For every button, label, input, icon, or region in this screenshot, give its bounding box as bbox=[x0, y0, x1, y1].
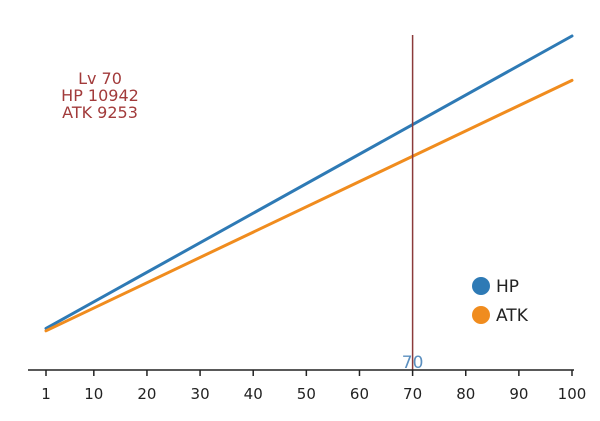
level-marker-label: 70 bbox=[402, 353, 424, 373]
x-tick-label: 50 bbox=[297, 385, 316, 403]
legend-label-atk: ATK bbox=[496, 306, 529, 326]
legend-label-hp: HP bbox=[496, 277, 519, 297]
annotation-line: ATK 9253 bbox=[62, 103, 138, 122]
series-line-atk bbox=[44, 78, 574, 333]
annotation-line: Lv 70 bbox=[78, 69, 122, 88]
annotation-line: HP 10942 bbox=[61, 86, 139, 105]
x-axis-ticks: 1 10 20 30 40 50 60 70 80 90 100 bbox=[41, 370, 586, 403]
legend: HP ATK bbox=[472, 277, 529, 326]
legend-swatch-hp bbox=[472, 277, 490, 295]
x-tick-label: 70 bbox=[403, 385, 422, 403]
x-tick-label: 100 bbox=[558, 385, 587, 403]
series-line-hp bbox=[44, 34, 574, 330]
x-tick-label: 30 bbox=[191, 385, 210, 403]
x-tick-label: 20 bbox=[137, 385, 156, 403]
x-tick-label: 90 bbox=[509, 385, 528, 403]
series-layer bbox=[44, 34, 574, 333]
x-tick-label: 1 bbox=[41, 385, 51, 403]
x-tick-label: 40 bbox=[244, 385, 263, 403]
x-tick-label: 10 bbox=[84, 385, 103, 403]
x-tick-label: 80 bbox=[456, 385, 475, 403]
x-tick-label: 60 bbox=[350, 385, 369, 403]
legend-swatch-atk bbox=[472, 306, 490, 324]
